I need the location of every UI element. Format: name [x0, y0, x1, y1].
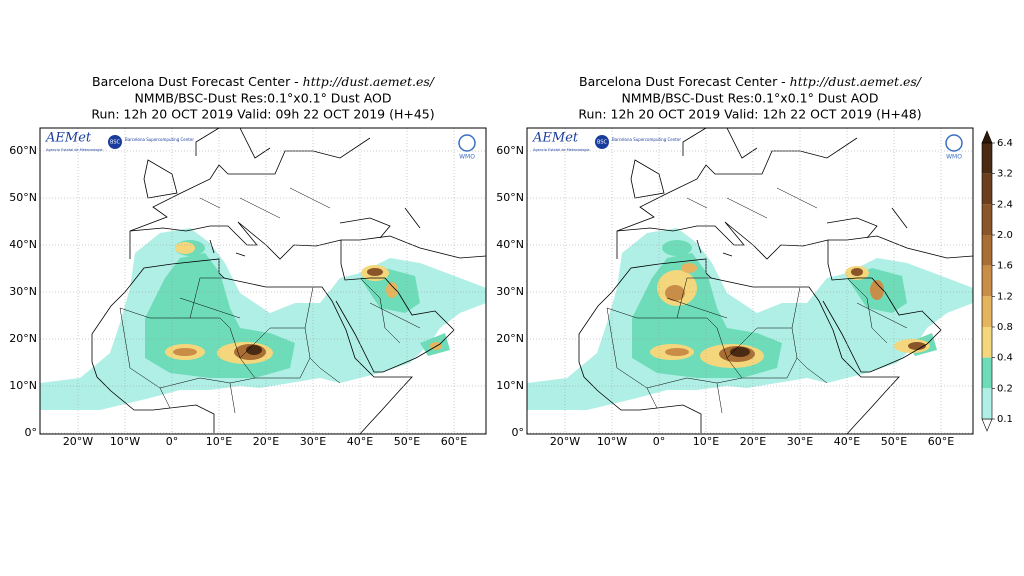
- lon-label: 10°E: [693, 435, 719, 448]
- colorbar-label: 3.2: [997, 169, 1013, 180]
- lon-label: 50°E: [881, 435, 907, 448]
- colorbar-frame: [981, 142, 993, 420]
- map-panel: AEMet Agencia Estatal de Meteorología BSC B…: [39, 127, 487, 435]
- lon-label: 0°: [166, 435, 179, 448]
- lat-label: 10°N: [9, 379, 37, 392]
- lat-label: 30°N: [496, 285, 524, 298]
- title-text: Barcelona Dust Forecast Center -: [92, 74, 303, 89]
- lon-label: 10°W: [110, 435, 140, 448]
- lat-label: 40°N: [496, 238, 524, 251]
- colorbar-label: 0.1: [997, 414, 1013, 425]
- logos: AEMet Agencia Estatal de Meteorología BSC B…: [45, 131, 476, 161]
- colorbar-band: [982, 235, 992, 266]
- colorbar-label: 1.6: [997, 261, 1013, 272]
- lon-label: 50°E: [394, 435, 420, 448]
- colorbar-band: [982, 143, 992, 174]
- colorbar-band: [982, 327, 992, 358]
- lat-label: 20°N: [9, 332, 37, 345]
- colorbar: 6.4 3.2 2.4 2.0 1.6 1.2 0.8 0.4 0.2 0.1: [981, 130, 1013, 432]
- lon-label: 60°E: [441, 435, 467, 448]
- lon-label: 20°W: [550, 435, 580, 448]
- colorbar-label: 0.2: [997, 383, 1013, 394]
- colorbar-band: [982, 357, 992, 389]
- colorbar-label: 6.4: [997, 138, 1013, 149]
- bsc-name: Barcelona Supercomputing Center: [612, 137, 681, 142]
- lat-label: 60°N: [496, 144, 524, 157]
- colorbar-band: [982, 296, 992, 327]
- lat-label: 60°N: [9, 144, 37, 157]
- bsc-logo-text: BSC: [597, 140, 608, 146]
- aemet-subtitle: Agencia Estatal de Meteorología: [533, 148, 590, 152]
- lon-label: 40°E: [347, 435, 373, 448]
- aemet-subtitle: Agencia Estatal de Meteorología: [46, 148, 103, 152]
- lat-label: 50°N: [496, 191, 524, 204]
- lon-label: 20°W: [63, 435, 93, 448]
- lat-label: 0°: [25, 426, 38, 439]
- title-line: Barcelona Dust Forecast Center - http://…: [92, 74, 436, 89]
- lat-label: 10°N: [496, 379, 524, 392]
- lon-label: 40°E: [834, 435, 860, 448]
- lon-label: 60°E: [928, 435, 954, 448]
- wmo-logo: [945, 134, 963, 152]
- colorbar-label: 2.4: [997, 199, 1013, 210]
- lat-label: 30°N: [9, 285, 37, 298]
- colorbar-under: [981, 418, 993, 432]
- colorbar-band: [982, 388, 992, 419]
- title-text: Barcelona Dust Forecast Center -: [579, 74, 790, 89]
- colorbar-band: [982, 265, 992, 297]
- wmo-logo: [458, 134, 476, 152]
- logos: AEMet Agencia Estatal de Meteorología BSC B…: [532, 131, 963, 161]
- lon-label: 30°E: [787, 435, 813, 448]
- title-line: Barcelona Dust Forecast Center - http://…: [579, 74, 923, 89]
- lat-label: 50°N: [9, 191, 37, 204]
- colorbar-label: 2.0: [997, 230, 1013, 241]
- colorbar-band: [982, 204, 992, 235]
- bsc-logo-text: BSC: [110, 140, 121, 146]
- bsc-logo: [108, 135, 122, 149]
- lon-label: 0°: [653, 435, 666, 448]
- title-line: Run: 12h 20 OCT 2019 Valid: 12h 22 OCT 2…: [578, 107, 921, 122]
- aemet-logo: AEMet: [532, 131, 579, 146]
- lon-label: 30°E: [300, 435, 326, 448]
- colorbar-over: [981, 130, 993, 144]
- lat-label: 40°N: [9, 238, 37, 251]
- colorbar-label: 0.8: [997, 322, 1013, 333]
- wmo-text: WMO: [459, 154, 475, 161]
- title-url: http://dust.aemet.es/: [790, 74, 923, 89]
- aemet-logo: AEMet: [45, 131, 92, 146]
- bsc-logo: [595, 135, 609, 149]
- graticule: [40, 128, 486, 434]
- lon-label: 20°E: [740, 435, 766, 448]
- lon-label: 20°E: [253, 435, 279, 448]
- lat-label: 20°N: [496, 332, 524, 345]
- lat-label: 0°: [512, 426, 525, 439]
- bsc-name: Barcelona Supercomputing Center: [125, 137, 194, 142]
- colorbar-label: 0.4: [997, 353, 1013, 364]
- colorbar-label: 1.2: [997, 291, 1013, 302]
- title-line: NMMB/BSC-Dust Res:0.1°x0.1° Dust AOD: [134, 91, 391, 106]
- title-line: NMMB/BSC-Dust Res:0.1°x0.1° Dust AOD: [621, 91, 878, 106]
- map-panel: AEMet Agencia Estatal de Meteorología BSC B…: [526, 127, 974, 435]
- lon-label: 10°W: [597, 435, 627, 448]
- wmo-text: WMO: [946, 154, 962, 161]
- title-line: Run: 12h 20 OCT 2019 Valid: 09h 22 OCT 2…: [91, 107, 434, 122]
- colorbar-band: [982, 173, 992, 205]
- graticule: [527, 128, 973, 434]
- lon-label: 10°E: [206, 435, 232, 448]
- title-url: http://dust.aemet.es/: [303, 74, 436, 89]
